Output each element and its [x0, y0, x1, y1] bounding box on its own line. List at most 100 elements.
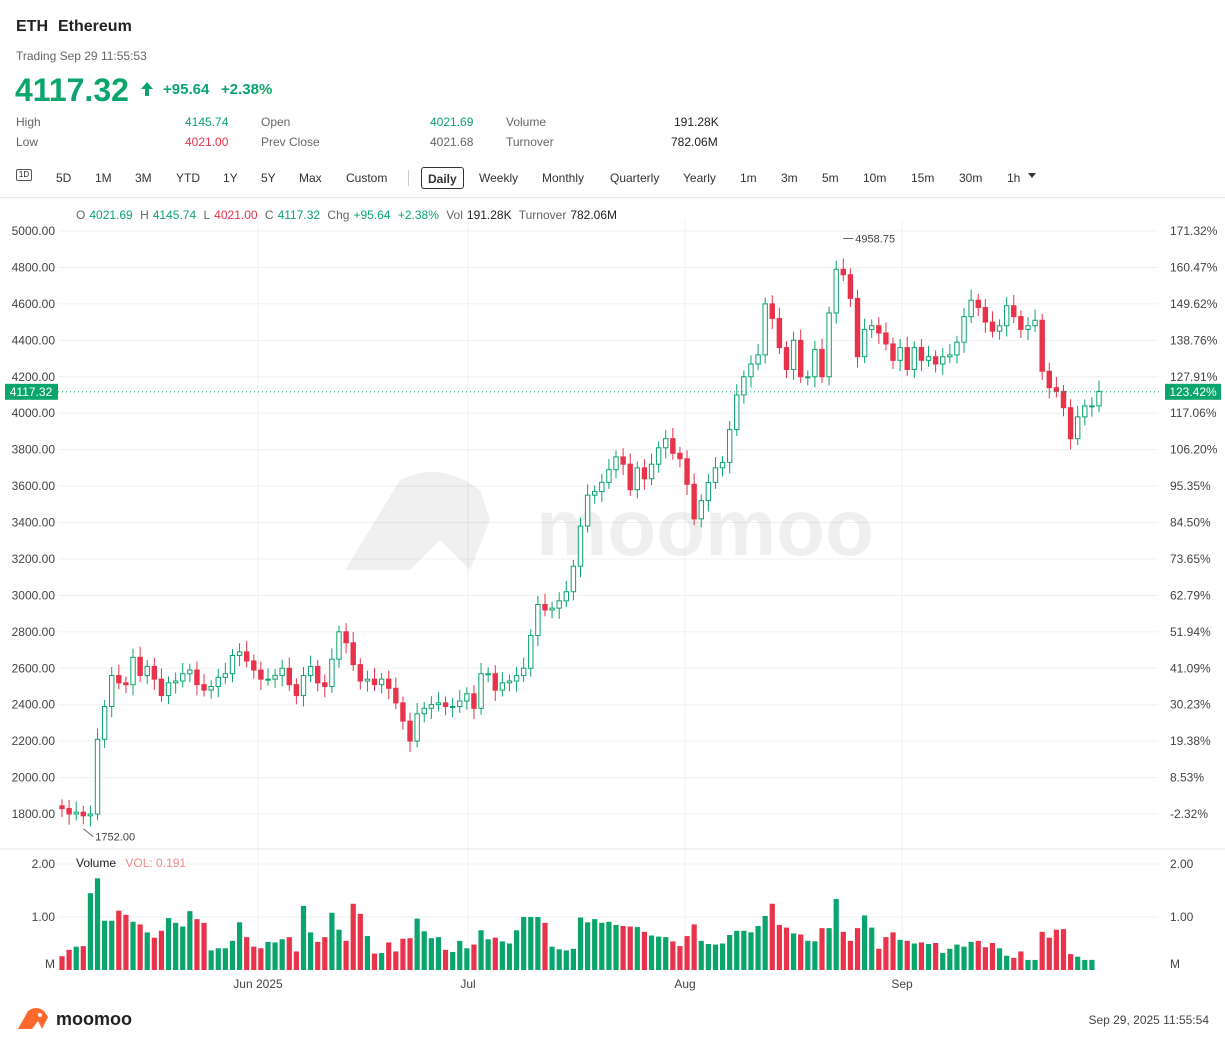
volume-bar	[805, 940, 811, 970]
candle-body	[932, 356, 939, 365]
candle-body	[677, 452, 683, 460]
volume-bar	[144, 932, 150, 970]
volume-bar	[620, 926, 626, 970]
volume-bar	[1025, 959, 1031, 970]
high-marker-label: 4958.75	[855, 234, 895, 246]
candle-body	[229, 654, 236, 675]
volume-header: Volume VOL: 0.191	[76, 856, 186, 870]
pct-tick-label: 8.53%	[1170, 771, 1204, 785]
candle-body	[442, 702, 449, 708]
price-tick-label: 4200.00	[12, 370, 56, 384]
volume-bar	[1082, 959, 1088, 970]
tab-10m[interactable]: 10m	[863, 171, 887, 185]
pct-tick-label: 127.91%	[1170, 370, 1218, 384]
price-tick-label: 4800.00	[12, 260, 56, 274]
candle-body	[109, 675, 115, 708]
tab-monthly[interactable]: Monthly	[542, 171, 585, 185]
candle-body	[520, 667, 527, 677]
pct-tick-label: 84.50%	[1170, 516, 1211, 530]
tab-max[interactable]: Max	[299, 171, 322, 185]
volume-bar	[1067, 954, 1074, 970]
tab-custom[interactable]: Custom	[346, 171, 388, 185]
tab-15m[interactable]: 15m	[911, 171, 935, 185]
volume-bar	[286, 937, 292, 970]
volume-bar	[407, 938, 413, 970]
ohlc-bar: O 4021.69 H 4145.74 L 4021.00 C 4117.32 Chg +…	[76, 208, 621, 222]
volume-unit-left: M	[45, 957, 55, 971]
tab-1d[interactable]: 1D	[16, 169, 32, 181]
volume-bar	[201, 922, 207, 970]
tab-1h[interactable]: 1h	[1007, 171, 1021, 185]
candle-body	[464, 693, 470, 702]
candle-body	[726, 429, 733, 463]
volume-bar	[180, 926, 186, 970]
ohlc-o: 4021.69	[89, 208, 133, 222]
candle-body	[776, 317, 783, 349]
volume-bar	[485, 939, 491, 970]
tab-1y[interactable]: 1Y	[223, 171, 238, 185]
volume-bar	[577, 917, 584, 970]
high-label: High	[16, 115, 41, 129]
volume-bar	[109, 920, 115, 970]
candle-body	[407, 720, 413, 742]
volume-bar	[862, 915, 868, 970]
candle-body	[378, 678, 385, 686]
volume-bar	[357, 913, 363, 970]
candle-body	[293, 684, 300, 697]
volume-bar	[698, 940, 704, 970]
candle-body	[876, 325, 882, 334]
tab-5y[interactable]: 5Y	[261, 171, 276, 185]
volume-bar	[719, 943, 726, 970]
candle-body	[1074, 416, 1081, 440]
candle-body	[599, 481, 605, 493]
tab-yearly[interactable]: Yearly	[683, 171, 716, 185]
tab-quarterly[interactable]: Quarterly	[610, 171, 660, 185]
candle-body	[542, 603, 548, 611]
volume-bar	[840, 931, 846, 970]
candle-body	[790, 339, 797, 370]
candle-body	[499, 682, 506, 691]
watermark: moomoo	[345, 472, 874, 572]
tab-5d[interactable]: 5D	[56, 171, 72, 185]
candle-body	[80, 811, 87, 817]
candle-body	[336, 631, 342, 660]
tab-1m-range[interactable]: 1M	[95, 171, 112, 185]
tab-ytd[interactable]: YTD	[176, 171, 200, 185]
ohlc-vol: 191.28K	[466, 208, 512, 222]
tab-1m-interval[interactable]: 1m	[740, 171, 757, 185]
candle-body	[165, 682, 172, 697]
candle-body	[556, 600, 562, 609]
candle-body	[705, 481, 712, 502]
volume-bar	[592, 919, 598, 970]
volume-bar	[371, 953, 378, 970]
volume-bar	[648, 935, 655, 970]
candle-body	[812, 348, 818, 378]
arrow-up-icon	[141, 82, 153, 96]
volume-tick-label-right: 1.00	[1170, 910, 1194, 924]
tab-3m-range[interactable]: 3M	[135, 171, 152, 185]
candle-body	[584, 494, 591, 527]
chevron-down-icon[interactable]	[1027, 172, 1037, 180]
candle-body	[151, 665, 158, 680]
vol-value-label: VOL: 0.191	[125, 856, 187, 870]
tab-3m-interval[interactable]: 3m	[781, 171, 798, 185]
volume-bar	[229, 940, 236, 970]
volume-bar	[300, 905, 307, 970]
ohlc-chg: +95.64	[353, 208, 391, 222]
candle-body	[435, 702, 442, 706]
candle-body	[741, 376, 747, 396]
tab-5m[interactable]: 5m	[822, 171, 839, 185]
candle-body	[961, 316, 967, 343]
candle-body	[1032, 319, 1038, 327]
volume-bar	[670, 941, 676, 970]
open-label: Open	[261, 115, 291, 129]
candlestick-chart[interactable]: moomoo 1800.00 -2.32%2000.00 8.53%2200.00 1…	[0, 0, 1225, 1000]
candle-body	[684, 458, 690, 485]
ohlc-h: 4145.74	[152, 208, 197, 222]
tab-30m[interactable]: 30m	[959, 171, 983, 185]
tab-daily[interactable]: Daily	[421, 167, 464, 189]
price-tick-label: 4600.00	[12, 297, 56, 311]
candle-body	[890, 343, 896, 361]
tab-weekly[interactable]: Weekly	[479, 171, 519, 185]
pct-tick-label: 51.94%	[1170, 625, 1211, 639]
